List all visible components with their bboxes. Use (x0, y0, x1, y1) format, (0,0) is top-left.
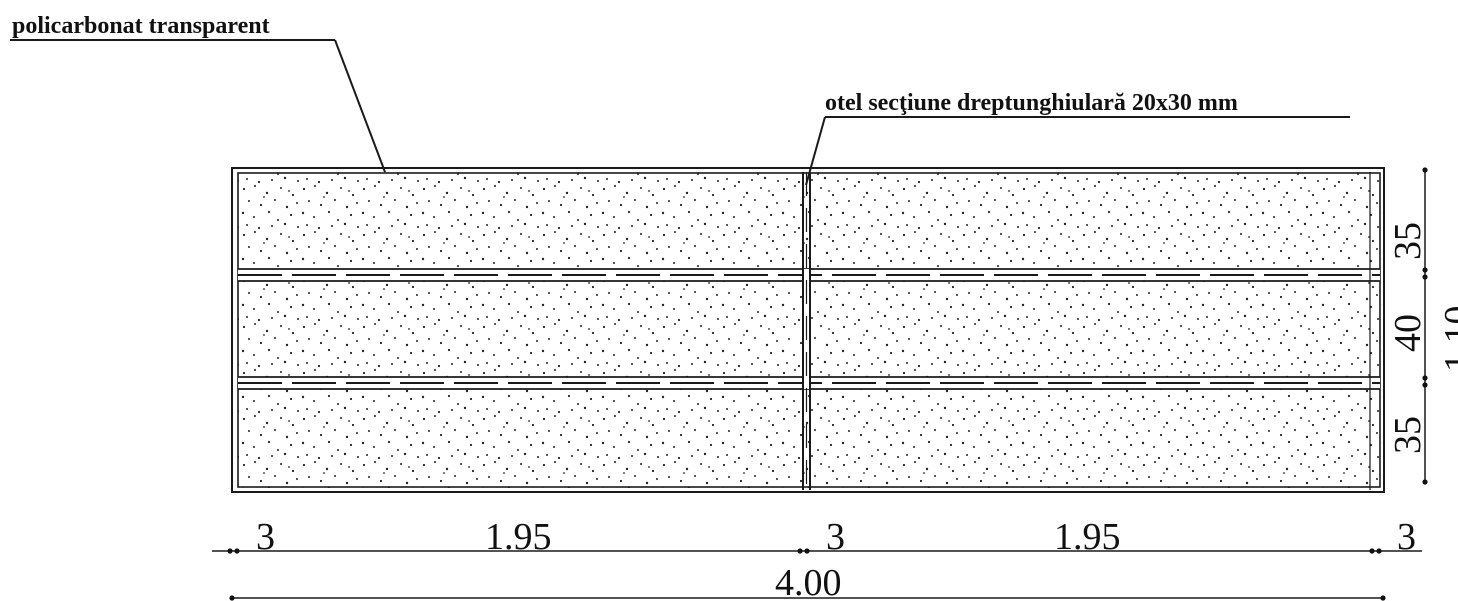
dim-h-seg-4: 1.95 (1054, 516, 1121, 558)
mullion-over-rails (802, 172, 811, 490)
dim-h-seg-1: 3 (256, 516, 275, 558)
dim-h-total: 4.00 (775, 562, 842, 601)
dim-h-seg-3: 3 (826, 516, 845, 558)
dim-v-seg-1: 35 (1387, 222, 1429, 260)
horizontal-dimension-segments: 3 1.95 3 1.95 3 (212, 516, 1422, 558)
dim-v-seg-2: 40 (1387, 314, 1429, 352)
dim-v-seg-3: 35 (1387, 416, 1429, 454)
callout-polycarbonate: policarbonat transparent (10, 13, 386, 173)
dim-h-seg-2: 1.95 (485, 516, 552, 558)
horizontal-dimension-total: 4.00 (229, 562, 1386, 601)
label-steel-section: otel secţiune dreptunghiulară 20x30 mm (825, 90, 1238, 116)
callout-steel: otel secţiune dreptunghiulară 20x30 mm (805, 90, 1350, 186)
dim-h-seg-5: 3 (1397, 516, 1416, 558)
vertical-dimension: 35 40 35 1.10 (1387, 167, 1458, 485)
label-polycarbonate: policarbonat transparent (12, 13, 270, 39)
dim-v-total: 1.10 (1437, 306, 1458, 373)
